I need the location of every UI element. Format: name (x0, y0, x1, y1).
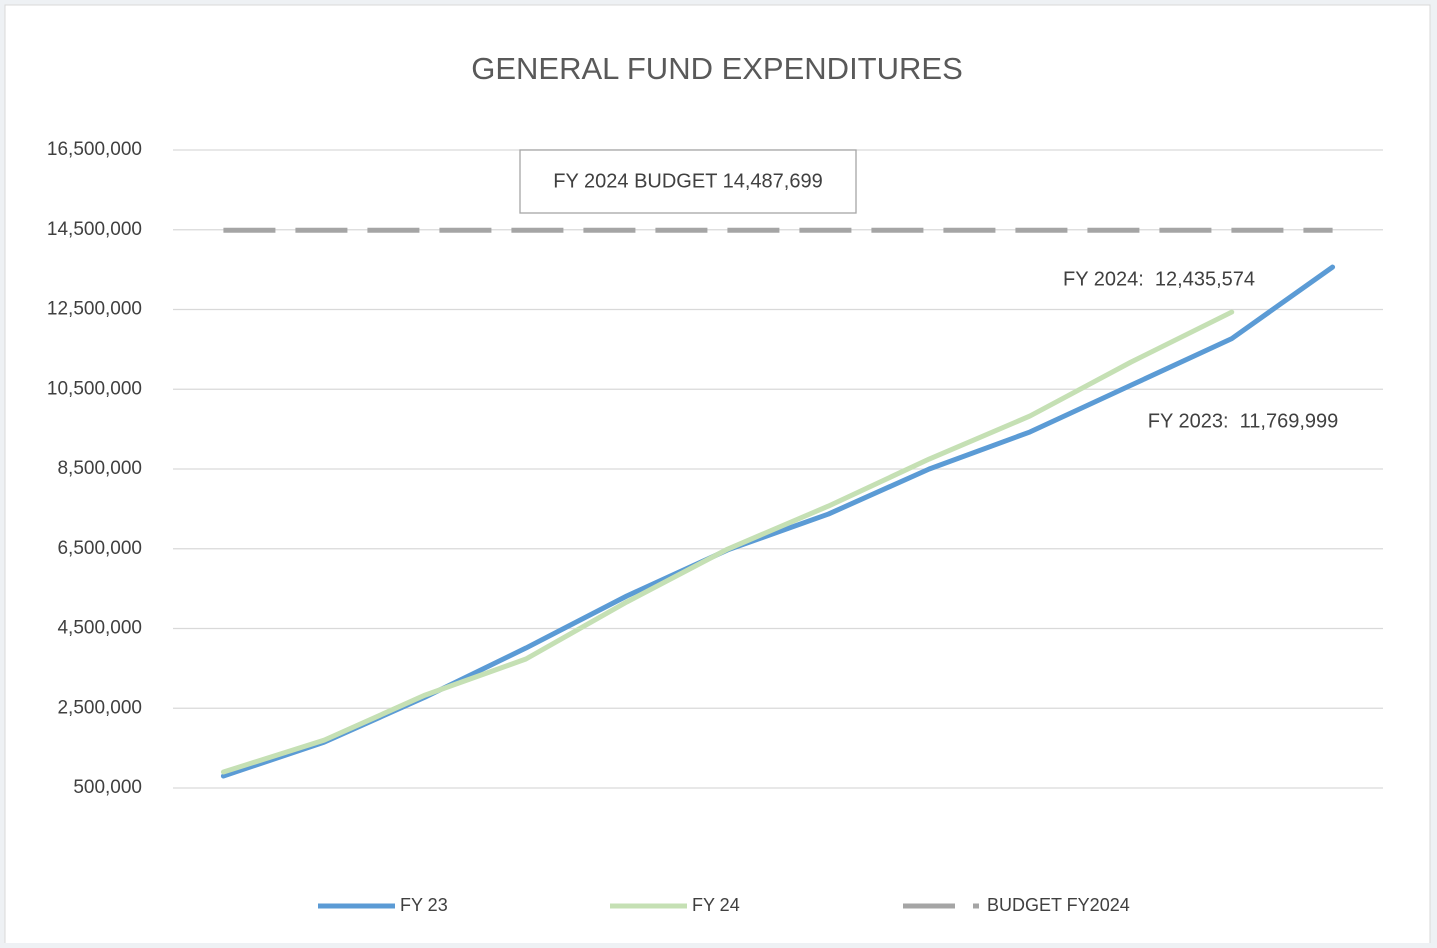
y-tick-label: 16,500,000 (47, 139, 142, 160)
y-tick-label: 14,500,000 (47, 219, 142, 240)
y-tick-label: 500,000 (73, 777, 142, 798)
annotation-box (519, 149, 857, 214)
annotation: FY 2024 BUDGET 14,487,699 (553, 170, 822, 192)
annotation: FY 2024: 12,435,574 (1063, 268, 1255, 290)
chart-area (4, 4, 1431, 948)
y-tick-label: 10,500,000 (47, 378, 142, 399)
annotation: FY 2023: 11,769,999 (1148, 410, 1339, 432)
y-tick-label: 2,500,000 (57, 697, 142, 718)
legend-label: BUDGET FY2024 (987, 895, 1130, 915)
y-tick-label: 8,500,000 (57, 458, 142, 479)
y-tick-label: 6,500,000 (57, 538, 142, 559)
chart-title: GENERAL FUND EXPENDITURES (471, 51, 963, 86)
series-line (220, 309, 1235, 775)
legend-label: FY 23 (400, 895, 448, 915)
y-tick-label: 12,500,000 (47, 299, 142, 320)
legend-label: FY 24 (692, 895, 740, 915)
y-tick-label: 4,500,000 (57, 618, 142, 639)
